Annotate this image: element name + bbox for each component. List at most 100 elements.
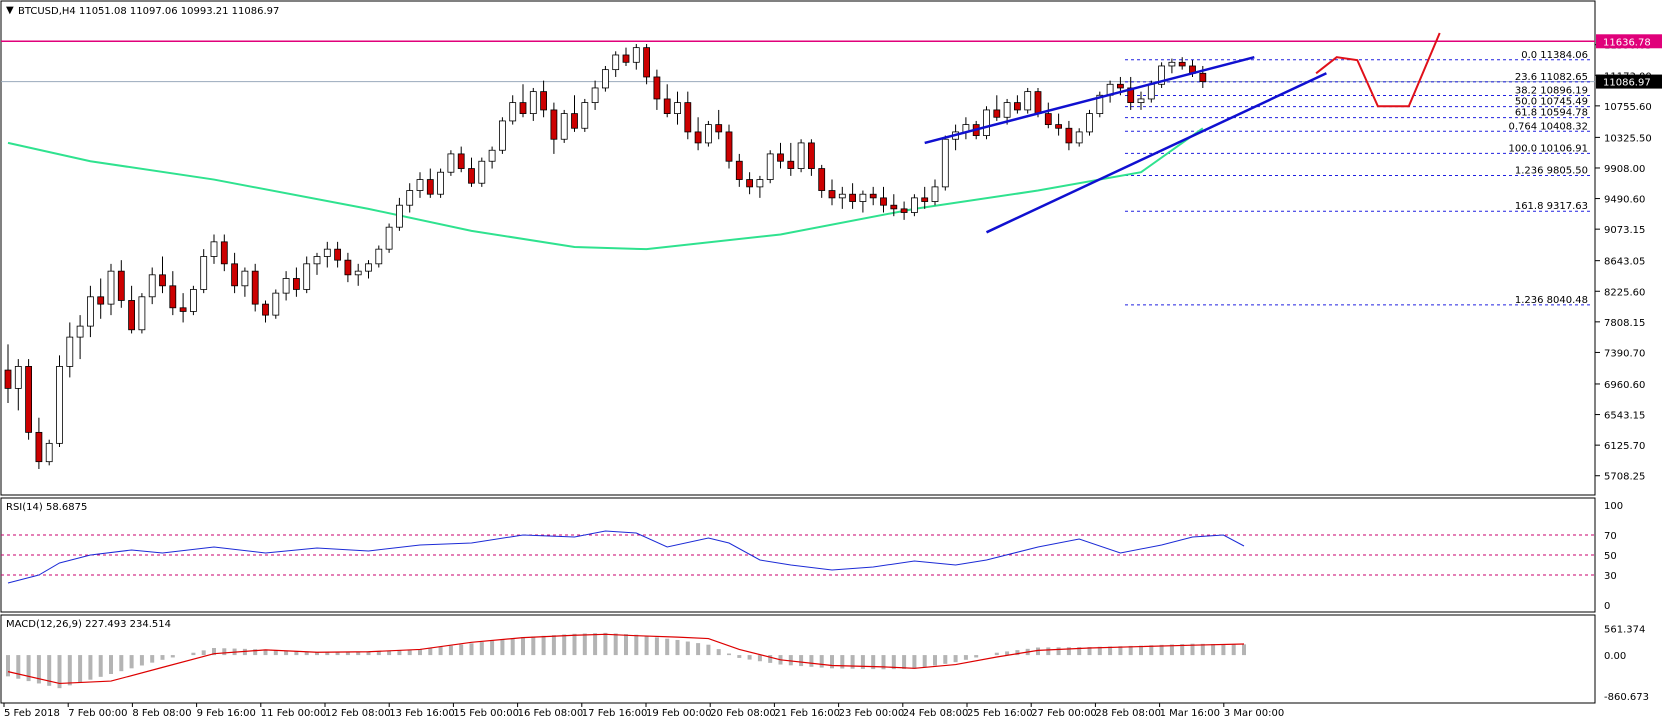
price-tick-label: 10325.50 <box>1604 133 1652 144</box>
candle-bullish <box>756 175 764 198</box>
candle-bearish <box>220 234 228 272</box>
time-tick-label: 20 Feb 08:00 <box>710 708 776 719</box>
fib-level-label: 0.0 11384.06 <box>1521 50 1588 61</box>
candle-bullish <box>395 197 403 231</box>
macd-histogram-bar <box>902 655 907 669</box>
time-tick-label: 23 Feb 00:00 <box>839 708 905 719</box>
macd-histogram-bar <box>129 655 134 669</box>
candle-bullish <box>416 172 424 198</box>
time-tick-label: 13 Feb 16:00 <box>389 708 455 719</box>
candles <box>4 43 1207 470</box>
moving-average-line <box>7 127 1204 251</box>
macd-histogram-bar <box>912 655 917 669</box>
time-tick-label: 19 Feb 00:00 <box>646 708 712 719</box>
candle-bullish <box>941 135 949 191</box>
macd-histogram-bar <box>1242 644 1246 656</box>
resistance-price-label: 11636.78 <box>1603 37 1651 48</box>
time-tick-label: 8 Feb 08:00 <box>132 708 191 719</box>
candle-bullish <box>529 87 537 121</box>
macd-histogram-bar <box>263 649 268 656</box>
macd-histogram-bar <box>397 650 402 656</box>
macd-histogram-bar <box>881 655 886 670</box>
main-panel-frame <box>0 0 1596 496</box>
macd-histogram-bar <box>521 637 525 656</box>
macd-histogram-bar <box>57 655 62 689</box>
candle-bearish <box>4 344 12 404</box>
macd-histogram-bar <box>593 633 598 656</box>
macd-tick-label: -860.673 <box>1604 692 1649 703</box>
resistance-price-badge <box>1596 34 1662 49</box>
candle-bullish <box>478 157 486 187</box>
price-tick-label: 6125.70 <box>1604 441 1645 452</box>
candle-bullish <box>1168 58 1176 74</box>
candle-bullish <box>87 285 94 338</box>
candle-bullish <box>313 252 321 275</box>
macd-histogram-bar <box>572 633 577 656</box>
macd-histogram-bar <box>325 652 330 656</box>
candle-bearish <box>715 109 723 140</box>
macd-histogram-bar <box>696 643 701 656</box>
macd-histogram-bar <box>150 655 155 663</box>
macd-histogram-bar <box>1108 646 1113 656</box>
macd-histogram-bar <box>109 655 113 674</box>
rsi-panel-frame <box>0 497 1596 613</box>
macd-histogram-bar <box>191 652 196 656</box>
macd-histogram-bar <box>747 655 752 660</box>
candle-bullish <box>983 106 990 140</box>
candle-bullish <box>76 315 84 360</box>
macd-histogram-bar <box>510 638 515 656</box>
time-tick-label: 15 Feb 00:00 <box>453 708 519 719</box>
candle-bearish <box>777 142 784 169</box>
time-tick-label: 12 Feb 08:00 <box>325 708 391 719</box>
price-tick-label: 9908.00 <box>1604 164 1645 175</box>
fib-level-label: 1.236 8040.48 <box>1515 295 1588 306</box>
macd-histogram-bar <box>78 655 83 683</box>
macd-histogram-bar <box>531 636 536 656</box>
macd-histogram-bar <box>799 655 804 667</box>
macd-histogram-bar <box>943 655 948 664</box>
macd-histogram-bar <box>613 633 618 656</box>
candle-bullish <box>509 95 517 125</box>
macd-label: MACD(12,26,9) 227.493 234.514 <box>6 619 171 630</box>
macd-histogram-bar <box>1015 650 1020 656</box>
rsi-tick-label: 0 <box>1604 601 1610 612</box>
candle-bearish <box>231 252 239 294</box>
candle-bullish <box>14 359 22 411</box>
price-tick-label: 8643.05 <box>1604 257 1645 268</box>
rsi-tick-label: 50 <box>1604 551 1617 562</box>
macd-histogram-bar <box>387 650 392 656</box>
macd-histogram-bar <box>562 634 567 656</box>
macd-histogram-bar <box>170 655 175 658</box>
macd-histogram-bar <box>98 655 103 677</box>
macd-histogram-bar <box>479 642 484 656</box>
candle-bearish <box>457 146 465 173</box>
candle-bullish <box>1086 109 1093 136</box>
candle-bearish <box>746 172 753 195</box>
candle-bullish <box>1158 62 1165 88</box>
price-tick-label: 8225.60 <box>1604 287 1645 298</box>
candle-bearish <box>25 359 33 440</box>
candle-bullish <box>210 234 218 264</box>
symbol-triangle-icon[interactable]: ▼ <box>6 5 14 16</box>
upper-trend-line <box>924 55 1255 145</box>
macd-histogram-bar <box>36 655 41 684</box>
fib-level-label: 100.0 10106.91 <box>1508 143 1588 154</box>
macd-histogram-bar <box>1056 647 1061 656</box>
time-tick-label: 11 Feb 00:00 <box>261 708 327 719</box>
candle-bullish <box>354 263 362 286</box>
candle-bearish <box>571 95 578 132</box>
time-tick-label: 27 Feb 00:00 <box>1031 708 1097 719</box>
candle-bullish <box>859 190 867 213</box>
projected-path-line <box>1315 32 1441 108</box>
macd-histogram-bar <box>1046 647 1051 656</box>
candle-bearish <box>993 95 1001 121</box>
macd-histogram-bar <box>665 638 670 656</box>
macd-histogram-bar <box>294 651 299 656</box>
macd-histogram-bar <box>6 655 10 677</box>
candle-bullish <box>488 146 496 169</box>
macd-histogram-bar <box>139 655 144 666</box>
macd-histogram-bar <box>768 655 773 663</box>
candle-bullish <box>272 289 280 319</box>
macd-histogram-bar <box>716 649 721 656</box>
macd-histogram-bar <box>1211 643 1216 656</box>
